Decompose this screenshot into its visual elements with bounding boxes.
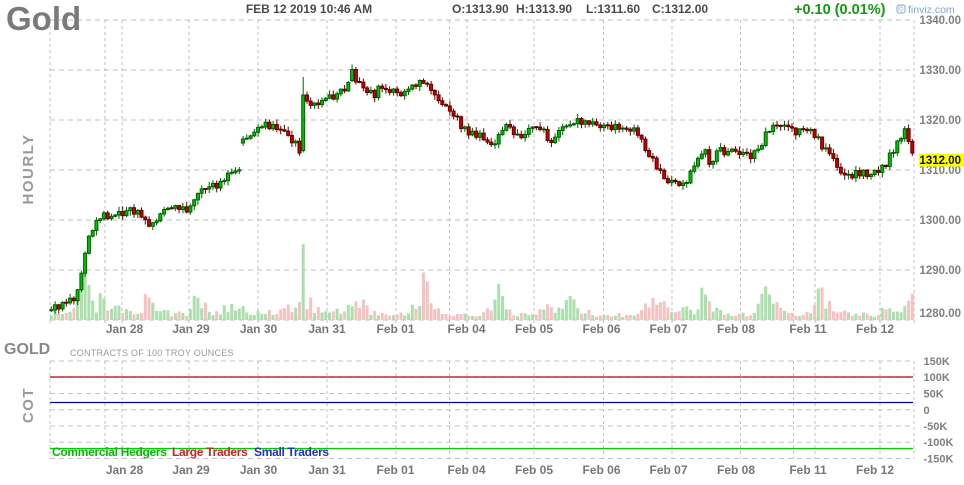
svg-text:Jan 31: Jan 31 (308, 322, 346, 336)
svg-text:Gold: Gold (6, 0, 81, 37)
svg-text:1340.00: 1340.00 (919, 15, 961, 27)
svg-text:-50K: -50K (924, 421, 948, 433)
svg-text:1280.00: 1280.00 (919, 308, 961, 320)
svg-text:1330.00: 1330.00 (919, 65, 961, 77)
svg-text:H:1313.90: H:1313.90 (516, 2, 572, 16)
svg-text:0: 0 (924, 405, 930, 417)
svg-text:Feb 12: Feb 12 (856, 463, 894, 477)
svg-text:L:1311.60: L:1311.60 (586, 2, 640, 16)
svg-text:100K: 100K (924, 372, 950, 384)
svg-text:Feb 12: Feb 12 (856, 322, 894, 336)
svg-text:Feb 08: Feb 08 (717, 322, 755, 336)
svg-text:Small Traders: Small Traders (254, 445, 329, 459)
svg-text:Feb 05: Feb 05 (515, 463, 553, 477)
svg-text:Feb 01: Feb 01 (376, 322, 414, 336)
svg-text:Feb 11: Feb 11 (789, 322, 827, 336)
svg-text:Feb 01: Feb 01 (376, 463, 414, 477)
svg-text:finviz.com: finviz.com (908, 4, 955, 16)
svg-text:Jan 28: Jan 28 (106, 463, 144, 477)
svg-text:+0.10 (0.01%): +0.10 (0.01%) (794, 2, 886, 18)
svg-text:FEB 12 2019 10:46 AM: FEB 12 2019 10:46 AM (246, 2, 372, 16)
svg-text:HOURLY: HOURLY (20, 134, 37, 205)
svg-text:GOLD: GOLD (4, 341, 50, 358)
svg-text:Large Traders: Large Traders (172, 445, 248, 459)
svg-text:150K: 150K (924, 356, 950, 368)
svg-text:Feb 07: Feb 07 (649, 322, 687, 336)
svg-text:-100K: -100K (924, 437, 954, 449)
svg-text:©: © (898, 6, 904, 14)
svg-text:COT: COT (20, 387, 37, 423)
svg-text:Jan 30: Jan 30 (240, 322, 278, 336)
svg-text:Jan 29: Jan 29 (172, 463, 210, 477)
svg-text:Feb 06: Feb 06 (582, 322, 620, 336)
svg-text:Feb 08: Feb 08 (717, 463, 755, 477)
svg-text:Commercial Hedgers: Commercial Hedgers (52, 445, 167, 459)
svg-text:1310.00: 1310.00 (919, 165, 961, 177)
svg-text:Feb 04: Feb 04 (447, 463, 485, 477)
svg-text:-150K: -150K (924, 454, 954, 466)
svg-text:Feb 11: Feb 11 (789, 463, 827, 477)
svg-text:1290.00: 1290.00 (919, 265, 961, 277)
svg-text:C:1312.00: C:1312.00 (652, 2, 708, 16)
svg-text:Feb 05: Feb 05 (515, 322, 553, 336)
svg-text:1320.00: 1320.00 (919, 115, 961, 127)
svg-text:Feb 06: Feb 06 (582, 463, 620, 477)
svg-text:Jan 30: Jan 30 (240, 463, 278, 477)
svg-text:Jan 28: Jan 28 (106, 322, 144, 336)
svg-text:Jan 31: Jan 31 (308, 463, 346, 477)
svg-text:1312.00: 1312.00 (919, 155, 961, 167)
svg-text:Jan 29: Jan 29 (172, 322, 210, 336)
svg-text:O:1313.90: O:1313.90 (452, 2, 509, 16)
svg-text:Feb 04: Feb 04 (447, 322, 485, 336)
svg-text:CONTRACTS OF 100 TROY OUNCES: CONTRACTS OF 100 TROY OUNCES (70, 348, 234, 358)
svg-text:1300.00: 1300.00 (919, 215, 961, 227)
svg-text:Feb 07: Feb 07 (649, 463, 687, 477)
svg-text:50K: 50K (924, 389, 944, 401)
